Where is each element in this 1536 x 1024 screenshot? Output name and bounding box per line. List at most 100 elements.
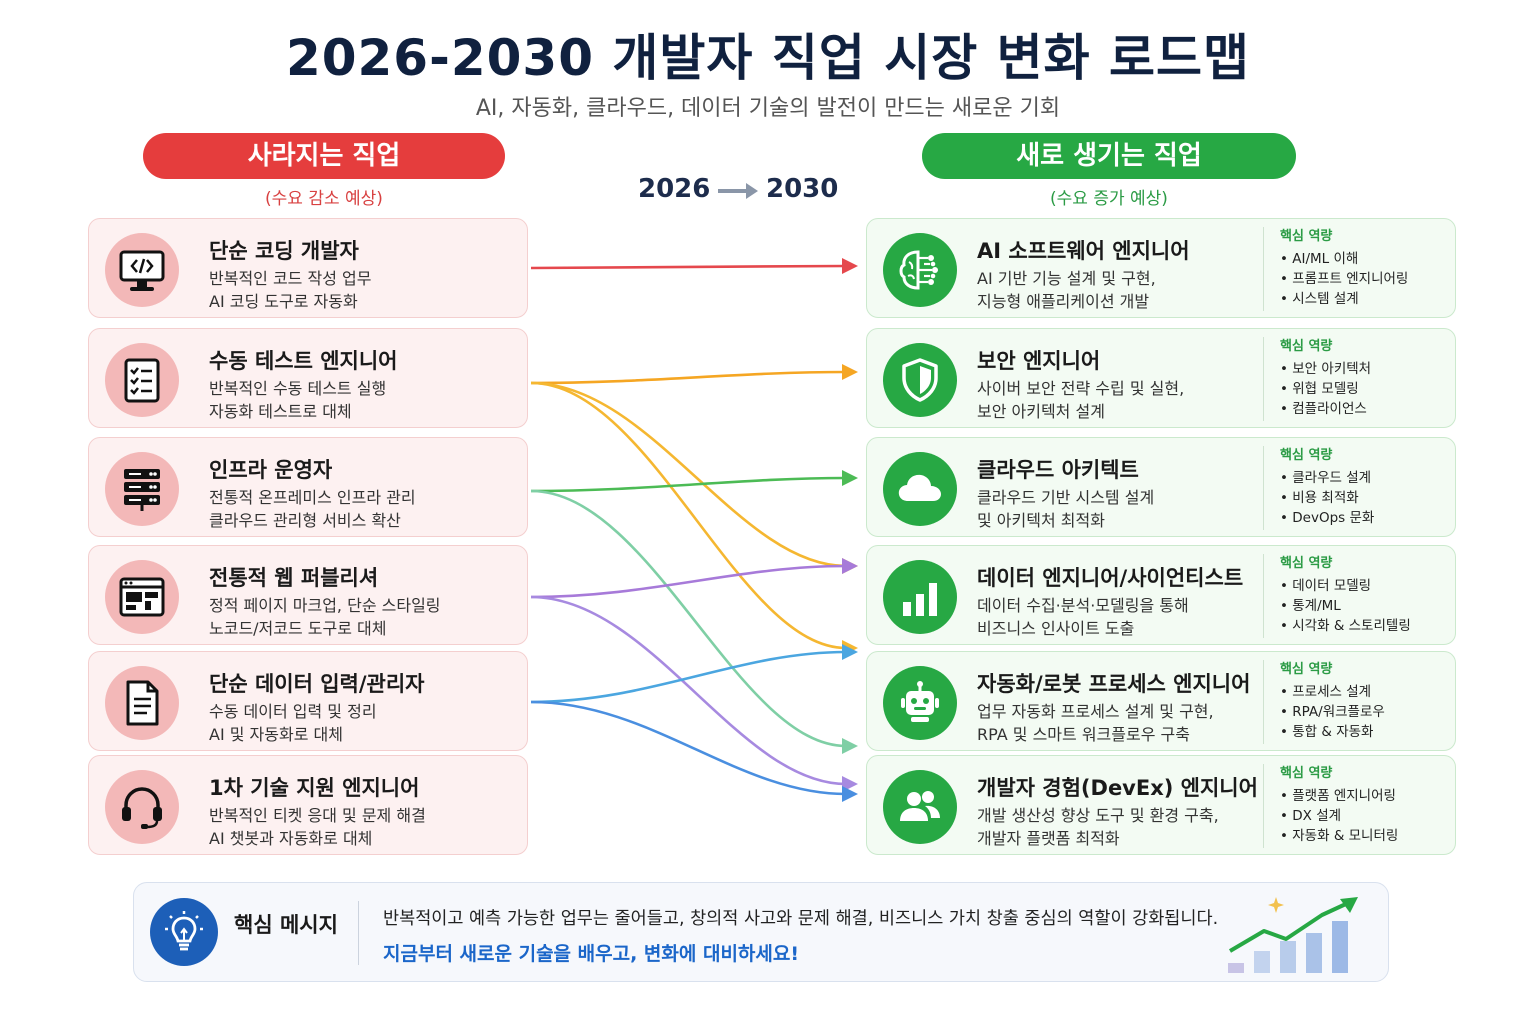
connection-line (530, 650, 847, 704)
connection-arrowhead (842, 644, 858, 660)
declining-jobs-heading: 사라지는 직업 (143, 133, 505, 179)
emerging-jobs-heading: 새로 생기는 직업 (922, 133, 1296, 179)
desc-line: 자동화 테스트로 대체 (209, 402, 352, 421)
emerging-job-title: AI 소프트웨어 엔지니어 (977, 239, 1190, 263)
declining-job-desc: 전통적 온프레미스 인프라 관리 클라우드 관리형 서비스 확산 (209, 486, 416, 532)
core-skills: 핵심 역량 프로세스 설계RPA/워크플로우통합 & 자동화 (1263, 660, 1453, 744)
emerging-job-card: 자동화/로봇 프로세스 엔지니어 업무 자동화 프로세스 설계 및 구현, RPA… (866, 651, 1456, 751)
skill-item: 자동화 & 모니터링 (1280, 826, 1453, 846)
desc-line: 반복적인 수동 테스트 실행 (209, 379, 387, 398)
bar-chart-icon (883, 560, 957, 634)
checklist-icon (105, 343, 179, 417)
emerging-job-title: 데이터 엔지니어/사이언티스트 (977, 566, 1244, 590)
declining-job-title: 1차 기술 지원 엔지니어 (209, 776, 420, 800)
document-icon (105, 666, 179, 740)
declining-job-desc: 정적 페이지 마크업, 단순 스타일링 노코드/저코드 도구로 대체 (209, 594, 441, 640)
declining-job-title: 인프라 운영자 (209, 458, 333, 482)
desc-line: AI 기반 기능 설계 및 구현, (977, 269, 1156, 288)
connection-arrowhead (842, 470, 858, 486)
desc-line: 개발자 플랫폼 최적화 (977, 829, 1120, 848)
key-message-callout: 지금부터 새로운 기술을 배우고, 변화에 대비하세요! (383, 943, 800, 965)
skill-item: RPA/워크플로우 (1280, 702, 1453, 722)
emerging-job-card: AI 소프트웨어 엔지니어 AI 기반 기능 설계 및 구현, 지능형 애플리케이… (866, 218, 1456, 318)
desc-line: 보안 아키텍처 설계 (977, 402, 1105, 421)
desc-line: 개발 생산성 향상 도구 및 환경 구축, (977, 806, 1219, 825)
emerging-job-desc: 개발 생산성 향상 도구 및 환경 구축, 개발자 플랫폼 최적화 (977, 804, 1219, 850)
shield-icon (883, 343, 957, 417)
key-message-text: 반복적이고 예측 가능한 업무는 줄어들고, 창의적 사고와 문제 해결, 비즈… (383, 909, 1219, 929)
desc-line: 업무 자동화 프로세스 설계 및 구현, (977, 702, 1214, 721)
skill-item: 플랫폼 엔지니어링 (1280, 786, 1453, 806)
declining-job-card: 전통적 웹 퍼블리셔 정적 페이지 마크업, 단순 스타일링 노코드/저코드 도구… (88, 545, 528, 645)
skill-item: 데이터 모델링 (1280, 576, 1453, 596)
desc-line: 데이터 수집·분석·모델링을 통해 (977, 596, 1189, 615)
emerging-job-desc: 클라우드 기반 시스템 설계 및 아키텍처 최적화 (977, 486, 1154, 532)
page-title: 2026-2030 개발자 직업 시장 변화 로드맵 (285, 29, 1251, 87)
connection-arrowhead (842, 558, 858, 574)
core-skills-heading: 핵심 역량 (1280, 662, 1333, 677)
desc-line: 전통적 온프레미스 인프라 관리 (209, 488, 416, 507)
robot-icon (883, 666, 957, 740)
desc-line: 클라우드 기반 시스템 설계 (977, 488, 1155, 507)
skill-item: 통계/ML (1280, 596, 1453, 616)
skill-item: 컴플라이언스 (1280, 399, 1453, 419)
connection-line (530, 489, 847, 748)
desc-line: 반복적인 티켓 응대 및 문제 해결 (209, 806, 426, 825)
skill-item: 클라우드 설계 (1280, 468, 1453, 488)
emerging-job-title: 클라우드 아키텍트 (977, 458, 1139, 482)
lightbulb-icon (150, 898, 218, 966)
timeline: 2026 2030 (610, 174, 860, 210)
connection-arrowhead (842, 258, 858, 274)
connection-line (530, 381, 847, 650)
desc-line: 노코드/저코드 도구로 대체 (209, 619, 387, 638)
page-subtitle: AI, 자동화, 클라우드, 데이터 기술의 발전이 만드는 새로운 기회 (475, 96, 1061, 121)
divider (358, 901, 359, 965)
skill-item: DevOps 문화 (1280, 508, 1453, 528)
connection-line (530, 564, 847, 599)
key-message-label: 핵심 메시지 (234, 913, 338, 937)
emerging-job-title: 개발자 경험(DevEx) 엔지니어 (977, 776, 1258, 800)
connection-arrowhead (842, 738, 858, 754)
connection-arrowhead (842, 364, 858, 380)
declining-job-desc: 반복적인 코드 작성 업무 AI 코딩 도구로 자동화 (209, 267, 371, 313)
desc-line: 비즈니스 인사이트 도출 (977, 619, 1135, 638)
emerging-job-title: 자동화/로봇 프로세스 엔지니어 (977, 672, 1251, 696)
declining-job-title: 단순 코딩 개발자 (209, 239, 359, 263)
declining-jobs-note: (수요 감소 예상) (265, 189, 383, 209)
core-skills: 핵심 역량 플랫폼 엔지니어링DX 설계자동화 & 모니터링 (1263, 764, 1453, 848)
desc-line: AI 및 자동화로 대체 (209, 725, 343, 744)
declining-job-title: 단순 데이터 입력/관리자 (209, 672, 425, 696)
ai-brain-icon (883, 233, 957, 307)
code-monitor-icon (105, 233, 179, 307)
skill-item: DX 설계 (1280, 806, 1453, 826)
emerging-job-desc: 사이버 보안 전략 수립 및 실현, 보안 아키텍처 설계 (977, 377, 1184, 423)
declining-job-title: 수동 테스트 엔지니어 (209, 349, 398, 373)
timeline-end-year: 2030 (766, 174, 839, 204)
declining-job-card: 단순 데이터 입력/관리자 수동 데이터 입력 및 정리 AI 및 자동화로 대체 (88, 651, 528, 751)
core-skills: 핵심 역량 보안 아키텍처위협 모델링컴플라이언스 (1263, 337, 1453, 421)
declining-job-desc: 수동 데이터 입력 및 정리 AI 및 자동화로 대체 (209, 700, 377, 746)
skill-item: AI/ML 이해 (1280, 249, 1453, 269)
core-skills: 핵심 역량 데이터 모델링통계/ML시각화 & 스토리텔링 (1263, 554, 1453, 638)
skill-item: 보안 아키텍처 (1280, 359, 1453, 379)
core-skills-heading: 핵심 역량 (1280, 556, 1333, 571)
skill-item: 위협 모델링 (1280, 379, 1453, 399)
emerging-job-card: 클라우드 아키텍트 클라우드 기반 시스템 설계 및 아키텍처 최적화 핵심 역량… (866, 437, 1456, 537)
declining-job-card: 인프라 운영자 전통적 온프레미스 인프라 관리 클라우드 관리형 서비스 확산 (88, 437, 528, 537)
connection-arrowhead (842, 786, 858, 802)
desc-line: 반복적인 코드 작성 업무 (209, 269, 372, 288)
connection-line (530, 370, 847, 385)
core-skills-heading: 핵심 역량 (1280, 229, 1333, 244)
core-skills: 핵심 역량 클라우드 설계비용 최적화DevOps 문화 (1263, 446, 1453, 530)
emerging-job-desc: AI 기반 기능 설계 및 구현, 지능형 애플리케이션 개발 (977, 267, 1156, 313)
core-skills-heading: 핵심 역량 (1280, 339, 1333, 354)
desc-line: 사이버 보안 전략 수립 및 실현, (977, 379, 1185, 398)
headset-icon (105, 770, 179, 844)
desc-line: AI 챗봇과 자동화로 대체 (209, 829, 373, 848)
declining-job-title: 전통적 웹 퍼블리셔 (209, 566, 379, 590)
